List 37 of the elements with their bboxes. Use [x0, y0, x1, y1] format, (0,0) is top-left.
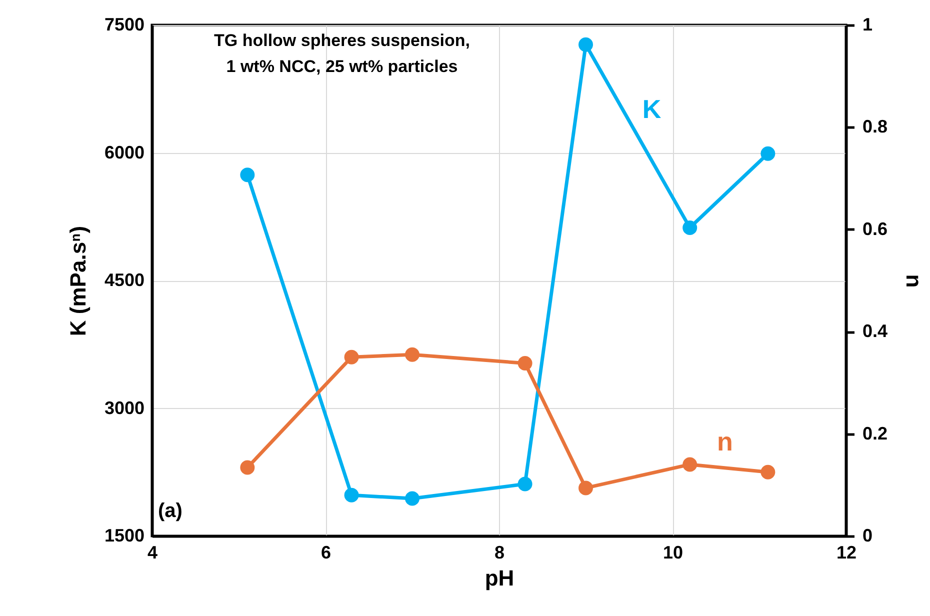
y2-tick-label: 0 [862, 526, 873, 546]
point [578, 480, 593, 496]
y-tick-label: 1500 [104, 526, 144, 546]
y2-tick-label: 0.8 [862, 116, 888, 137]
y-tick-label: 3000 [104, 398, 144, 418]
point [405, 491, 420, 506]
point [240, 460, 255, 475]
y2-axis-title: n [902, 274, 927, 288]
y-tick-label: 6000 [104, 142, 144, 162]
x-tick-label: 12 [836, 542, 857, 562]
point [760, 146, 776, 161]
y2-tick-label: 0.4 [862, 321, 888, 342]
point [344, 488, 359, 502]
y2-tick-label: 0.6 [862, 218, 888, 239]
point [760, 464, 776, 480]
point [518, 356, 532, 371]
point [682, 220, 698, 235]
point [405, 347, 420, 362]
y-tick-label: 4500 [104, 270, 144, 290]
x-tick-label: 10 [662, 542, 684, 562]
x-tick-label: 6 [320, 542, 332, 562]
point [682, 457, 698, 472]
y2-tick-label: 0.2 [862, 423, 888, 444]
y-tick-label: 7500 [104, 14, 144, 34]
x-axis-title: pH [484, 566, 514, 590]
x-tick-label: 4 [147, 542, 158, 562]
point [518, 476, 532, 492]
series-label: K [642, 94, 662, 124]
x-tick-label: 8 [494, 542, 505, 562]
y2-tick-label: 1 [862, 14, 873, 34]
point [344, 350, 359, 364]
y-axis-title: K (mPa.sⁿ) [65, 226, 90, 336]
annotation: (a) [158, 500, 182, 522]
series-label: n [716, 426, 733, 456]
point [240, 168, 255, 182]
point [578, 37, 593, 52]
annotation: TG hollow spheres suspension, 1 wt% NCC, 25 wt% particles [214, 31, 470, 76]
